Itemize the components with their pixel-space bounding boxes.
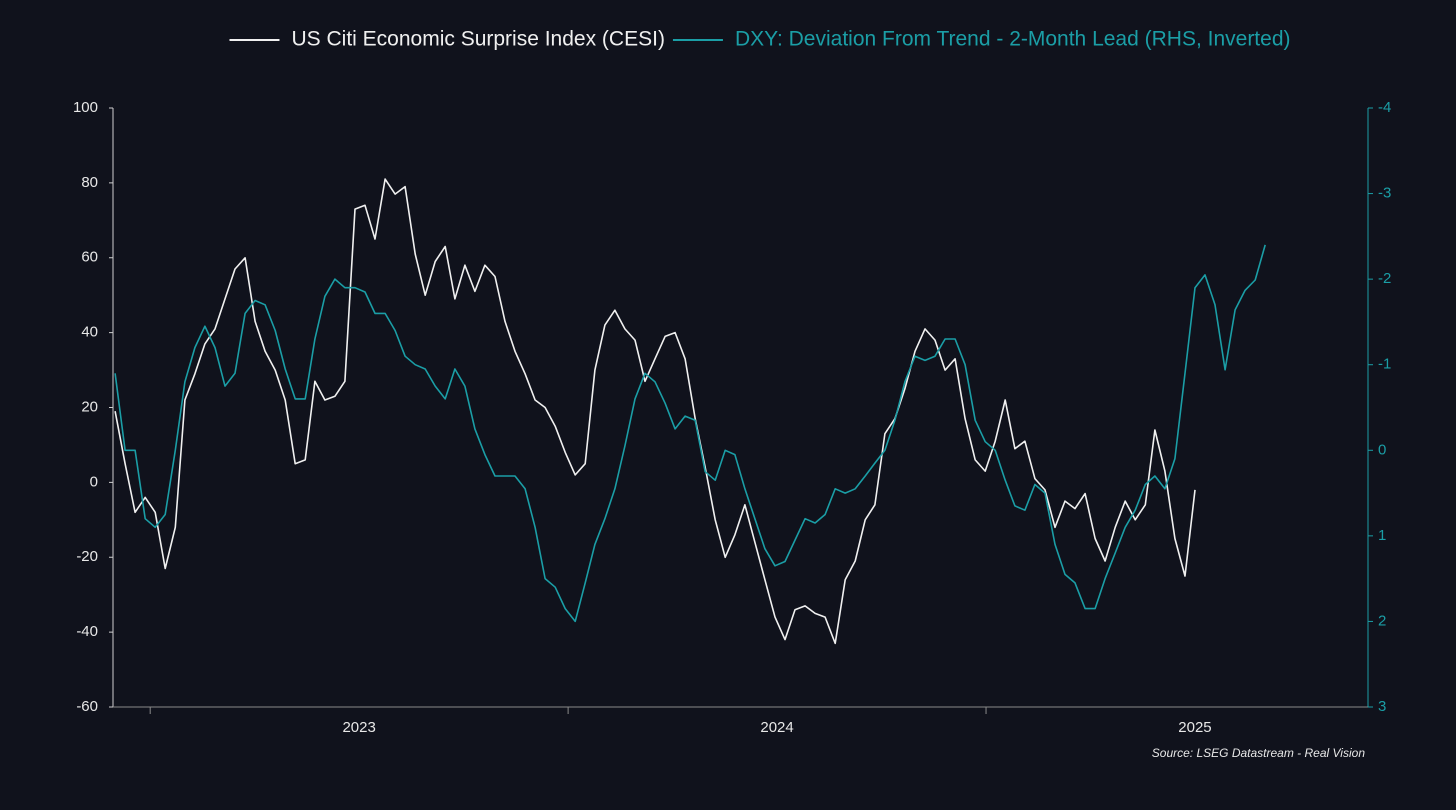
y-tick-label: 40 [81, 324, 98, 341]
y2-tick-label: 0 [1378, 441, 1386, 458]
y-tick-label: 60 [81, 249, 98, 266]
y-tick-label: -20 [76, 548, 98, 565]
x-tick-label: 2023 [342, 719, 375, 736]
y2-tick-label: 1 [1378, 527, 1386, 544]
series-line [114, 244, 1266, 623]
y-tick-label: 100 [73, 99, 98, 116]
y2-tick-label: -2 [1378, 270, 1391, 287]
x-tick-label: 2025 [1178, 719, 1211, 736]
legend-label: US Citi Economic Surprise Index (CESI) [291, 28, 664, 51]
y-tick-label: 80 [81, 174, 98, 191]
y2-tick-label: -3 [1378, 185, 1391, 202]
y-tick-label: 0 [90, 473, 98, 490]
y2-tick-label: -1 [1378, 356, 1391, 373]
y2-tick-label: -4 [1378, 99, 1391, 116]
x-tick-label: 2024 [760, 719, 793, 736]
source-note: Source: LSEG Datastream - Real Vision [1152, 746, 1366, 760]
y-tick-label: 20 [81, 398, 98, 415]
series-line [114, 178, 1196, 645]
legend-label: DXY: Deviation From Trend - 2-Month Lead… [735, 28, 1291, 51]
y2-tick-label: 3 [1378, 698, 1386, 715]
y2-tick-label: 2 [1378, 612, 1386, 629]
y-tick-label: -60 [76, 698, 98, 715]
y-tick-label: -40 [76, 623, 98, 640]
